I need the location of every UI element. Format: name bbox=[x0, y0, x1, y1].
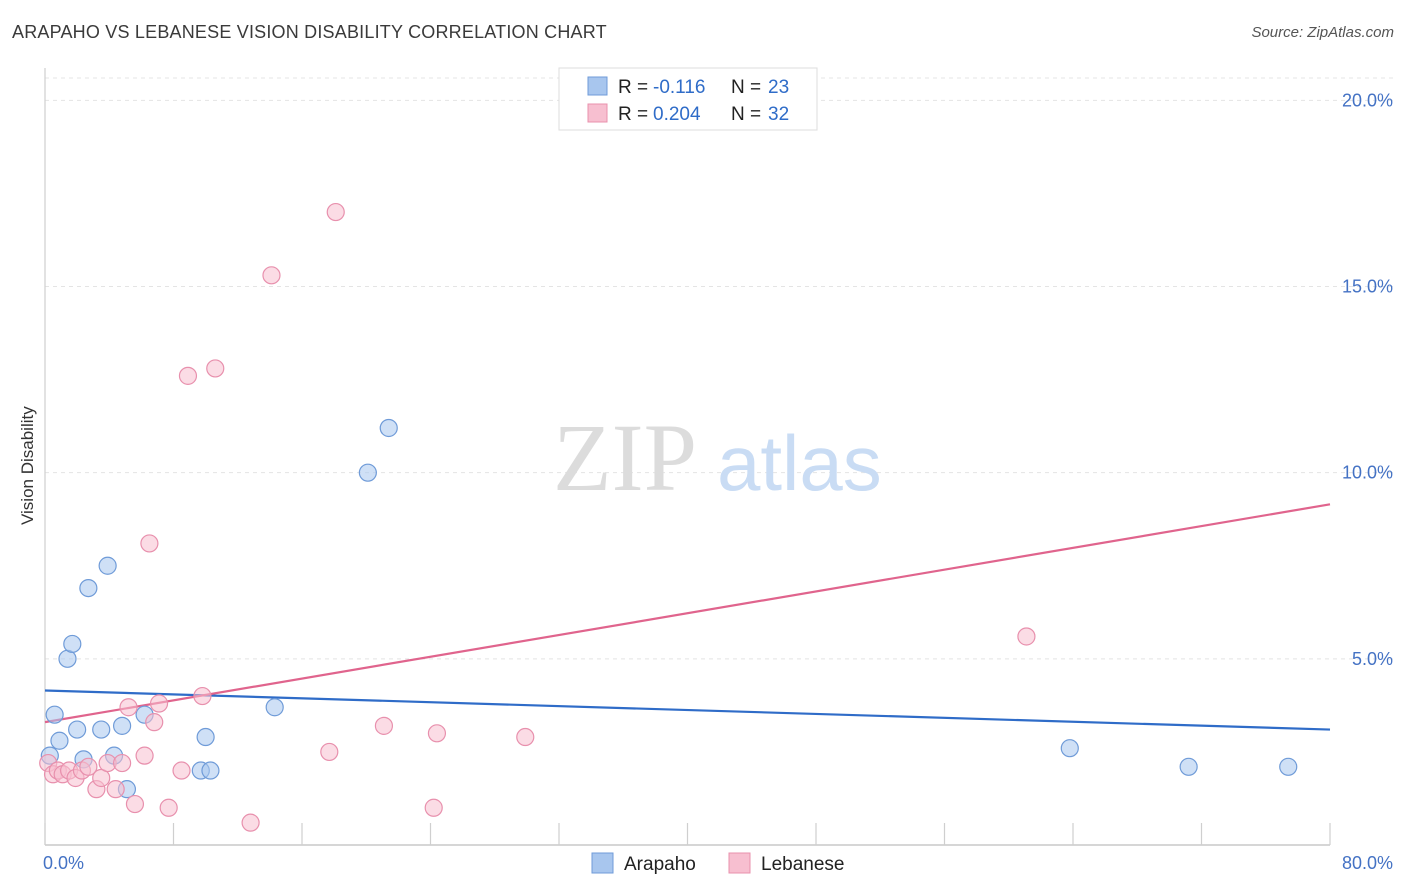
lebanese-point bbox=[106, 780, 125, 799]
arapaho-point bbox=[68, 720, 87, 739]
arapaho-point bbox=[379, 418, 398, 438]
watermark-zip: ZIP bbox=[553, 404, 697, 511]
lebanese-trend-line bbox=[44, 503, 1331, 724]
y-tick-label: 20.0% bbox=[1342, 90, 1393, 110]
lebanese-point bbox=[424, 798, 443, 817]
x-tick-label-max: 80.0% bbox=[1342, 853, 1393, 873]
watermark-atlas: atlas bbox=[717, 419, 882, 507]
lebanese-point bbox=[159, 798, 178, 817]
arapaho-point bbox=[265, 698, 284, 717]
arapaho-trend-line bbox=[44, 689, 1331, 731]
r-label: R = bbox=[618, 77, 648, 98]
lebanese-point bbox=[427, 724, 447, 743]
gridlines bbox=[45, 77, 1395, 660]
lebanese-point bbox=[79, 757, 98, 776]
lebanese-point bbox=[193, 686, 212, 706]
lebanese-point bbox=[326, 202, 345, 222]
series-legend: Arapaho Lebanese bbox=[591, 852, 844, 875]
n-label: N = bbox=[731, 77, 761, 98]
arapaho-point bbox=[112, 716, 132, 735]
n-value: 32 bbox=[768, 104, 789, 125]
r-value: 0.204 bbox=[653, 104, 701, 125]
r-value: -0.116 bbox=[653, 77, 705, 98]
lebanese-point bbox=[178, 366, 198, 385]
r-label: R = bbox=[618, 104, 648, 125]
lebanese-point bbox=[149, 694, 169, 713]
arapaho-point bbox=[1279, 757, 1298, 776]
lebanese-point bbox=[140, 534, 159, 553]
lebanese-point bbox=[145, 713, 164, 732]
chart-title: ARAPAHO VS LEBANESE VISION DISABILITY CO… bbox=[12, 22, 607, 42]
arapaho-point bbox=[79, 578, 98, 598]
y-tick-label: 10.0% bbox=[1342, 463, 1393, 483]
tick-labels: 5.0% 10.0% 15.0% 20.0% 0.0% 80.0% bbox=[43, 90, 1393, 873]
arapaho-point bbox=[63, 634, 82, 654]
arapaho-legend-label: Arapaho bbox=[624, 854, 696, 875]
lebanese-point bbox=[320, 742, 339, 762]
lebanese-point bbox=[206, 359, 225, 378]
data-points bbox=[39, 202, 1298, 832]
axes bbox=[44, 68, 1331, 846]
arapaho-point bbox=[1060, 739, 1079, 758]
watermark: ZIP atlas bbox=[553, 404, 882, 511]
lebanese-point bbox=[119, 698, 138, 717]
chart-source: Source: ZipAtlas.com bbox=[1251, 24, 1394, 41]
arapaho-point bbox=[50, 731, 69, 750]
lebanese-point bbox=[374, 716, 394, 735]
arapaho-point bbox=[45, 705, 64, 724]
lebanese-bottom-swatch bbox=[728, 852, 751, 874]
lebanese-point bbox=[135, 746, 154, 765]
arapaho-point bbox=[201, 761, 220, 780]
lebanese-legend-label: Lebanese bbox=[761, 854, 844, 875]
lebanese-point bbox=[172, 761, 191, 780]
trend-lines bbox=[44, 503, 1331, 731]
x-tick-label-min: 0.0% bbox=[43, 853, 84, 873]
lebanese-point bbox=[1017, 627, 1036, 646]
y-tick-label: 15.0% bbox=[1342, 277, 1393, 297]
arapaho-legend-swatch bbox=[587, 76, 608, 96]
arapaho-point bbox=[1179, 757, 1198, 776]
lebanese-point bbox=[241, 813, 260, 832]
lebanese-point bbox=[262, 266, 281, 285]
arapaho-bottom-swatch bbox=[591, 852, 614, 874]
y-tick-label: 5.0% bbox=[1352, 649, 1393, 669]
stats-legend: R = -0.116 N = 23 R = 0.204 N = 32 bbox=[558, 67, 818, 131]
lebanese-legend-swatch bbox=[587, 103, 608, 123]
arapaho-point bbox=[92, 720, 111, 739]
n-value: 23 bbox=[768, 77, 789, 98]
lebanese-point bbox=[112, 753, 132, 773]
lebanese-point bbox=[516, 727, 535, 747]
n-label: N = bbox=[731, 104, 761, 125]
arapaho-point bbox=[196, 727, 215, 747]
arapaho-point bbox=[358, 463, 377, 482]
arapaho-point bbox=[98, 556, 117, 575]
lebanese-point bbox=[125, 794, 145, 814]
